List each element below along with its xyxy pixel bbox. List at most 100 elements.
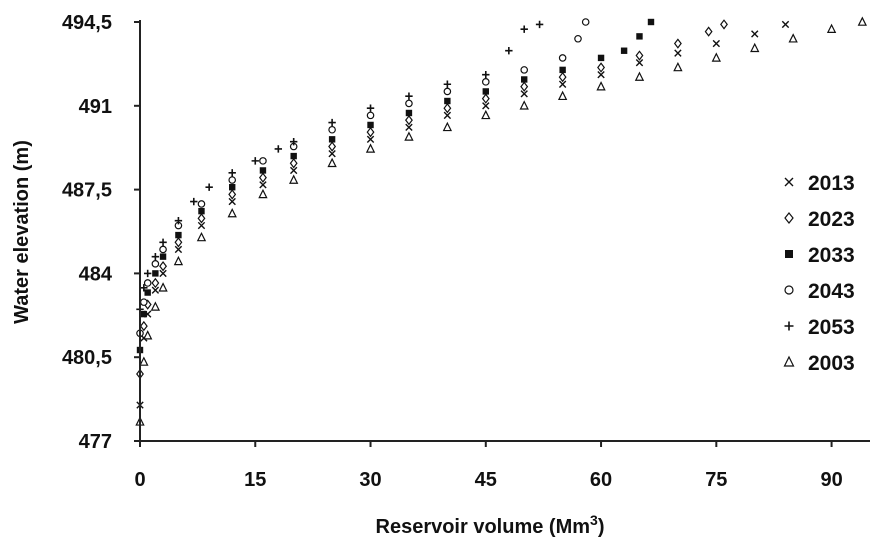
- legend-label: 2043: [808, 280, 855, 303]
- data-point: [174, 217, 183, 225]
- data-point: [520, 25, 528, 33]
- data-point: [197, 200, 206, 208]
- x-axis-ticks: 0 15 30 45 60 75 90: [134, 441, 843, 491]
- data-point: [158, 282, 168, 292]
- data-point: [519, 100, 529, 110]
- data-point: [634, 71, 645, 81]
- data-point: [750, 42, 760, 53]
- data-point: [196, 231, 207, 242]
- legend-marker: [785, 250, 793, 258]
- data-point: [228, 189, 237, 200]
- y-tick-label: 491: [79, 96, 112, 118]
- x-tick-label: 60: [590, 469, 612, 491]
- legend-marker: [784, 212, 794, 224]
- y-tick-label: 494,5: [62, 12, 112, 34]
- data-point: [443, 103, 452, 114]
- data-point: [328, 149, 336, 158]
- data-point: [521, 76, 528, 83]
- data-point: [327, 157, 337, 168]
- data-point: [711, 52, 721, 62]
- data-point: [482, 88, 489, 95]
- data-point: [159, 269, 167, 278]
- data-point: [289, 138, 298, 146]
- data-point: [596, 81, 606, 91]
- data-point: [258, 188, 268, 199]
- data-point: [139, 356, 149, 366]
- data-point: [228, 169, 236, 177]
- data-point: [366, 135, 375, 144]
- data-point: [366, 111, 375, 120]
- x-tick-label: 30: [359, 469, 381, 491]
- data-point: [228, 176, 237, 184]
- data-point: [788, 33, 798, 43]
- legend-marker: [784, 285, 794, 295]
- data-point: [481, 93, 490, 104]
- x-tick-label: 0: [134, 469, 145, 491]
- data-point: [151, 286, 160, 294]
- data-point: [581, 18, 590, 26]
- data-point: [482, 70, 490, 79]
- data-point: [674, 49, 682, 57]
- legend: 2013 2023 2033 2043 2053 2003: [783, 172, 855, 375]
- x-axis-title-superscript: 3: [590, 512, 598, 528]
- data-point: [151, 277, 160, 289]
- data-point: [404, 114, 413, 126]
- x-axis-title-main: Reservoir volume (Mm: [376, 516, 591, 538]
- data-point: [173, 255, 184, 266]
- legend-label: 2023: [808, 208, 855, 231]
- data-point: [251, 157, 259, 165]
- data-point: [647, 18, 655, 26]
- data-point: [139, 320, 148, 332]
- x-tick-label: 90: [820, 469, 842, 491]
- data-point: [274, 145, 283, 153]
- data-point: [174, 245, 183, 254]
- data-point: [289, 158, 298, 169]
- y-axis-title: Water elevation (m): [11, 140, 33, 324]
- x-tick-label: 75: [705, 469, 727, 491]
- data-point: [481, 109, 491, 120]
- data-point: [159, 238, 167, 246]
- data-point: [366, 126, 375, 138]
- data-point: [151, 260, 160, 268]
- data-point: [557, 90, 568, 101]
- data-point: [159, 261, 168, 272]
- data-point: [140, 310, 148, 318]
- data-point: [597, 62, 606, 73]
- data-point: [190, 197, 198, 206]
- data-point: [140, 298, 148, 306]
- data-point: [174, 237, 183, 248]
- data-point: [328, 118, 336, 127]
- y-tick-label: 480,5: [62, 347, 112, 369]
- x-axis-title-close: ): [598, 516, 605, 538]
- legend-label: 2033: [808, 244, 855, 267]
- data-point: [175, 231, 182, 239]
- legend-label: 2003: [808, 352, 855, 375]
- data-point: [229, 184, 236, 191]
- legend-label: 2053: [808, 316, 855, 339]
- data-point: [505, 47, 513, 55]
- data-point: [197, 221, 206, 230]
- y-tick-label: 487,5: [62, 180, 112, 202]
- data-point: [482, 102, 490, 110]
- data-point: [367, 121, 374, 129]
- data-point: [328, 141, 337, 152]
- data-point: [140, 284, 148, 292]
- data-point: [228, 197, 236, 206]
- data-point: [620, 47, 628, 54]
- data-point: [159, 245, 167, 254]
- data-point: [443, 111, 452, 120]
- data-point: [205, 183, 213, 191]
- data-point: [197, 213, 206, 224]
- data-point: [520, 90, 528, 98]
- series-2043: [136, 18, 590, 338]
- data-point: [751, 30, 759, 38]
- data-point: [712, 39, 721, 48]
- data-point: [558, 80, 567, 88]
- legend-item: 2053: [784, 316, 855, 339]
- data-point: [143, 330, 153, 340]
- data-point: [259, 181, 267, 189]
- data-point: [443, 80, 452, 88]
- data-point: [444, 97, 451, 105]
- data-point: [781, 20, 790, 29]
- series-2003: [135, 16, 867, 426]
